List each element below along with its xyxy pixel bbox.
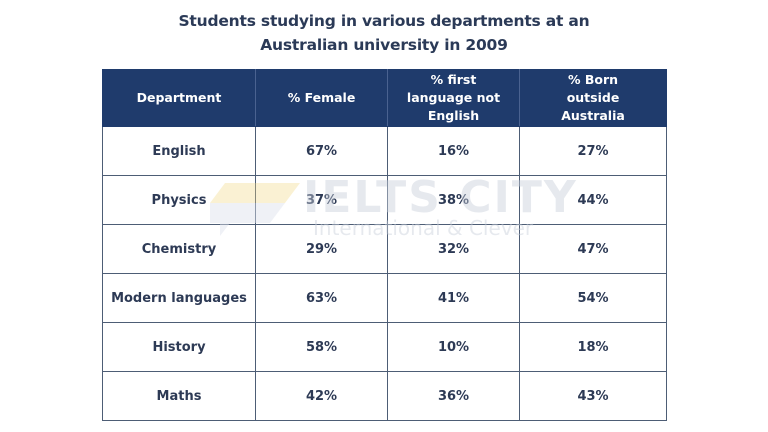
table-header-row: Department % Female % first language not… <box>102 69 667 127</box>
first-language-cell: 10% <box>387 322 520 372</box>
female-cell: 67% <box>255 126 388 176</box>
first-language-cell: 32% <box>387 224 520 274</box>
department-cell: Chemistry <box>102 224 256 274</box>
table-row: Maths 42% 36% 43% <box>102 371 667 421</box>
chart-title: Students studying in various departments… <box>0 9 768 57</box>
born-outside-cell: 44% <box>519 175 667 225</box>
female-cell: 42% <box>255 371 388 421</box>
department-cell: History <box>102 322 256 372</box>
column-header-first-language: % first language not English <box>387 69 520 127</box>
born-outside-cell: 27% <box>519 126 667 176</box>
department-cell: English <box>102 126 256 176</box>
data-table: Department % Female % first language not… <box>102 69 667 421</box>
first-language-cell: 38% <box>387 175 520 225</box>
department-cell: Maths <box>102 371 256 421</box>
department-cell: Modern languages <box>102 273 256 323</box>
first-language-cell: 41% <box>387 273 520 323</box>
born-outside-cell: 43% <box>519 371 667 421</box>
column-header-female: % Female <box>255 69 388 127</box>
department-cell: Physics <box>102 175 256 225</box>
female-cell: 37% <box>255 175 388 225</box>
table-row: Modern languages 63% 41% 54% <box>102 273 667 323</box>
chart-title-line-2: Australian university in 2009 <box>260 36 508 54</box>
female-cell: 58% <box>255 322 388 372</box>
female-cell: 63% <box>255 273 388 323</box>
first-language-cell: 16% <box>387 126 520 176</box>
column-header-born-outside: % Born outside Australia <box>519 69 667 127</box>
chart-title-line-1: Students studying in various departments… <box>178 12 590 30</box>
female-cell: 29% <box>255 224 388 274</box>
born-outside-cell: 54% <box>519 273 667 323</box>
table-row: Physics 37% 38% 44% <box>102 175 667 225</box>
first-language-cell: 36% <box>387 371 520 421</box>
table-row: Chemistry 29% 32% 47% <box>102 224 667 274</box>
table-row: History 58% 10% 18% <box>102 322 667 372</box>
table-row: English 67% 16% 27% <box>102 126 667 176</box>
born-outside-cell: 47% <box>519 224 667 274</box>
column-header-department: Department <box>102 69 256 127</box>
born-outside-cell: 18% <box>519 322 667 372</box>
